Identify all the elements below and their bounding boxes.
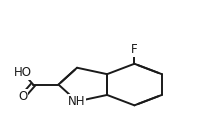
Text: O: O — [18, 90, 27, 103]
Text: NH: NH — [68, 95, 86, 108]
Text: HO: HO — [14, 66, 32, 79]
Text: F: F — [131, 43, 138, 56]
